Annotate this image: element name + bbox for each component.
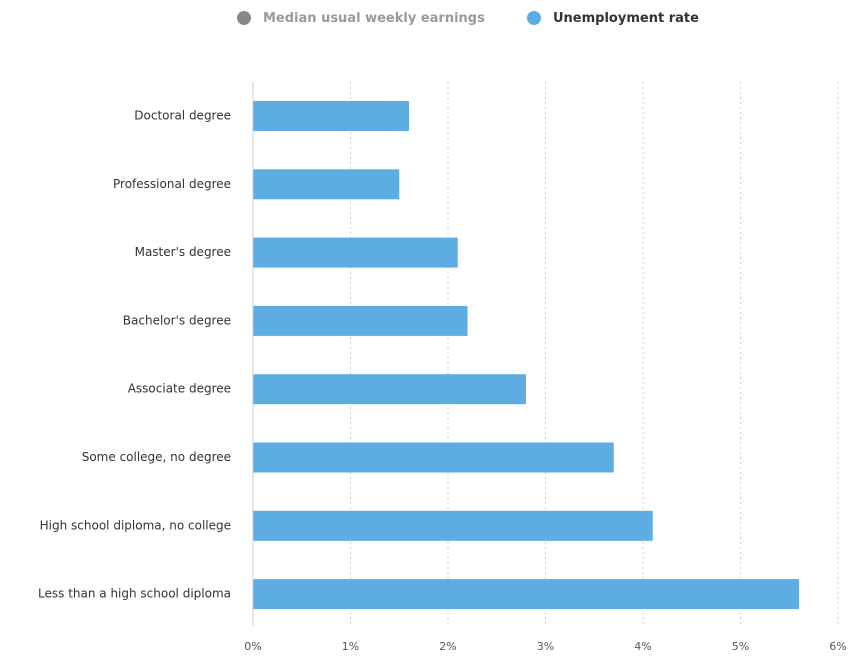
bar-less-than-a-high-school-diploma[interactable] [253,579,799,610]
bar-professional-degree[interactable] [253,169,400,200]
category-axis: Doctoral degree Professional degree Master… [38,109,231,601]
bar-doctoral-degree[interactable] [253,101,409,131]
category-label-less-than-a-high-school-diploma: Less than a high school diploma [38,587,231,601]
bar-associate-degree[interactable] [253,374,526,405]
tick-label-2: 2% [439,640,456,653]
category-label-bachelor-s-degree: Bachelor's degree [123,313,231,327]
tick-label-4: 4% [634,640,651,653]
category-label-doctoral-degree: Doctoral degree [134,109,231,123]
bar-high-school-diploma-no-college[interactable] [253,510,653,541]
legend-marker-median-weekly-earnings [237,11,251,25]
category-label-some-college-no-degree: Some college, no degree [82,450,231,464]
tick-label-1: 1% [342,640,359,653]
tick-label-6: 6% [829,640,846,653]
legend-label-unemployment-rate: Unemployment rate [553,10,699,26]
category-label-master-s-degree: Master's degree [135,245,231,259]
bar-master-s-degree[interactable] [253,237,458,268]
legend-item-unemployment-rate[interactable]: Unemployment rate [527,6,699,30]
value-axis: 0% 1% 2% 3% 4% 5% 6% [244,640,846,653]
bar-series-unemployment-rate [253,101,799,610]
tick-label-0: 0% [244,640,261,653]
bar-bachelor-s-degree[interactable] [253,305,468,336]
legend-label-median-weekly-earnings: Median usual weekly earnings [263,10,485,26]
legend-marker-unemployment-rate [527,11,541,25]
tick-label-5: 5% [732,640,749,653]
category-label-associate-degree: Associate degree [128,382,231,396]
bar-some-college-no-degree[interactable] [253,442,614,473]
category-label-professional-degree: Professional degree [113,177,231,191]
gridlines [350,82,839,626]
chart-legend: Median usual weekly earnings Unemploymen… [0,6,852,30]
legend-item-median-weekly-earnings[interactable]: Median usual weekly earnings [237,6,485,30]
category-label-high-school-diploma-no-college: High school diploma, no college [40,518,231,532]
tick-label-3: 3% [537,640,554,653]
